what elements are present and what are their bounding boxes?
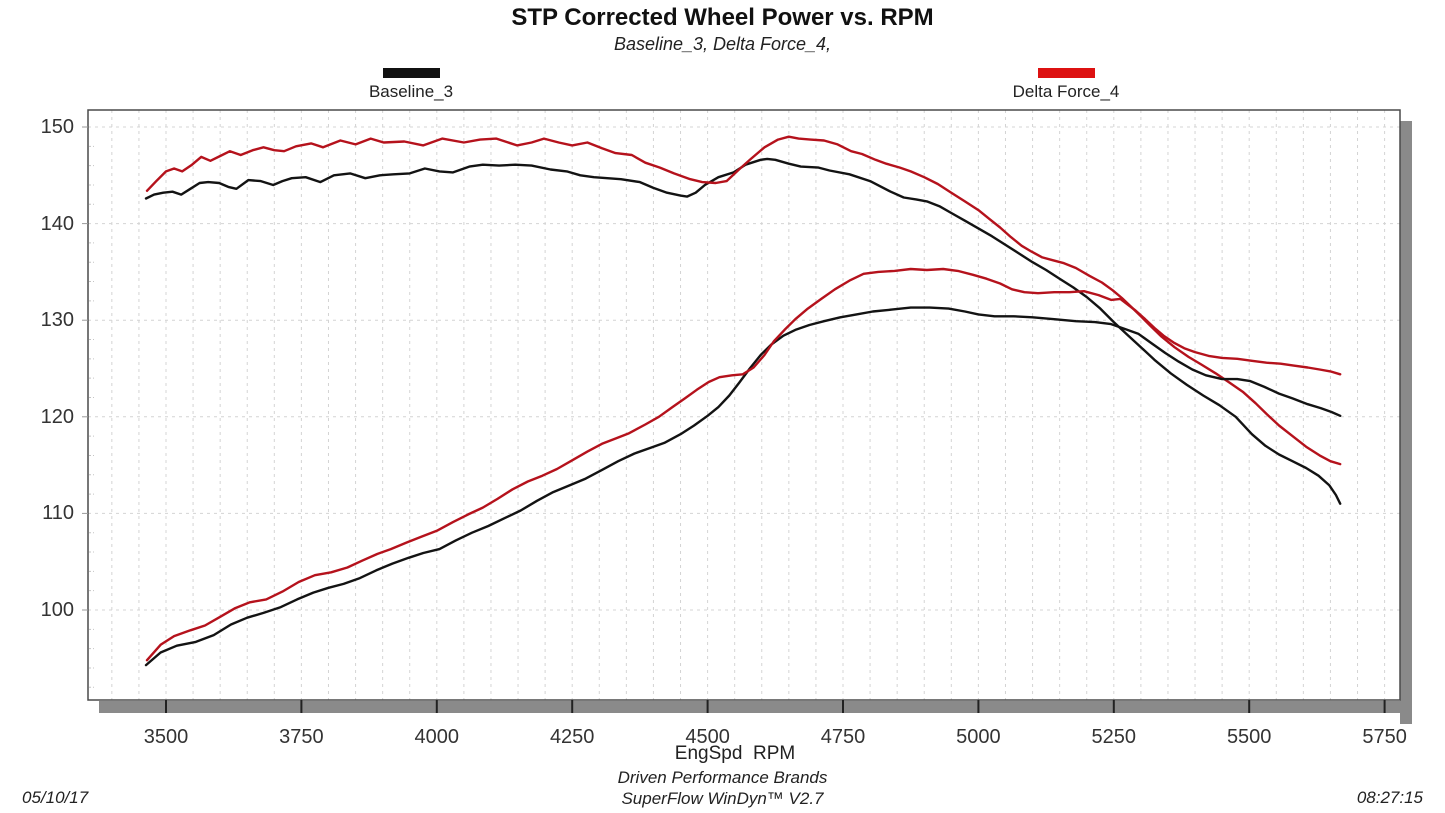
y-tick-label: 130: [40, 309, 74, 332]
series-delta-force-4-lower-line: [145, 267, 1342, 662]
x-tick-label: 4750: [820, 726, 866, 748]
x-tick-label: 5500: [1226, 726, 1272, 748]
y-tick-label: 150: [40, 116, 74, 138]
frame-shadow-right: [1400, 121, 1412, 724]
footer-time: 08:27:15: [1356, 788, 1423, 807]
legend-swatch: [382, 68, 440, 78]
series-baseline-3-upper-line: [144, 157, 1342, 505]
frame-shadow-bottom: [99, 701, 1412, 713]
x-axis-title: EngSpd RPM: [674, 743, 796, 764]
legend-swatch: [1037, 68, 1095, 78]
footer-brand-line: Driven Performance Brands: [617, 768, 828, 787]
y-tick-label: 110: [42, 502, 74, 525]
legend-item-delta-force-4: Delta Force_4: [996, 68, 1136, 102]
legend-label: Baseline_3: [368, 82, 454, 101]
footer-software-line: SuperFlow WinDyn™ V2.7: [621, 789, 824, 808]
series-baseline-3-lower-line: [144, 306, 1342, 667]
x-tick-label: 3500: [143, 726, 189, 748]
y-tick-label: 140: [40, 212, 74, 235]
x-tick-label: 4250: [549, 726, 595, 748]
series-delta-force-4-upper-line: [145, 135, 1342, 466]
y-tick-label: 120: [40, 405, 74, 428]
chart-subtitle: Baseline_3, Delta Force_4,: [613, 34, 832, 54]
x-tick-label: 4500: [685, 726, 730, 748]
x-tick-label: 5250: [1091, 726, 1137, 748]
footer-date: 05/10/17: [22, 788, 89, 807]
plot-frame: [87, 109, 1401, 701]
x-tick-label: 5000: [956, 726, 1001, 748]
x-tick-label: 3750: [279, 726, 324, 748]
legend-label: Delta Force_4: [1012, 82, 1120, 101]
chart-title: STP Corrected Wheel Power vs. RPM: [511, 4, 934, 31]
x-tick-label: 5750: [1362, 726, 1407, 748]
y-tick-label: 100: [40, 599, 74, 621]
x-tick-label: 4000: [414, 726, 460, 748]
legend-item-baseline-3: Baseline_3: [341, 68, 481, 102]
